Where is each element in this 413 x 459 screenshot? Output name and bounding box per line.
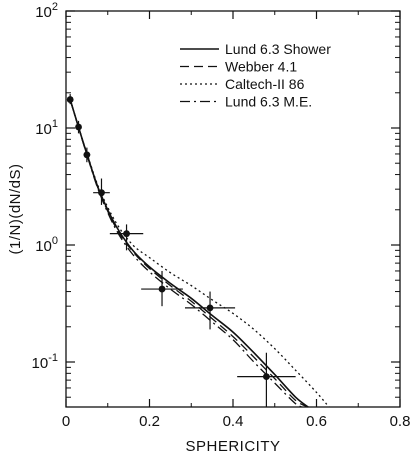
data-marker (158, 285, 166, 293)
series-line-4 (69, 99, 305, 408)
x-tick-label: 0.6 (306, 413, 327, 430)
data-point-5 (109, 224, 144, 251)
x-tick-label: 0.2 (139, 413, 160, 430)
y-tick-label: 10-1 (32, 352, 58, 372)
data-point-2 (75, 120, 82, 134)
x-axis-title: SPHERICITY (185, 438, 280, 455)
series-line-1 (69, 99, 309, 408)
legend-label-4: Lund 6.3 M.E. (225, 94, 312, 110)
series-line-3 (69, 99, 330, 408)
series-line-2 (69, 99, 309, 408)
data-marker (75, 123, 82, 131)
y-tick-label: 102 (35, 1, 58, 21)
data-marker (206, 304, 214, 312)
y-tick-label: 100 (35, 235, 58, 255)
y-tick-label: 101 (35, 118, 58, 138)
data-marker (123, 230, 130, 238)
data-point-7 (184, 291, 236, 330)
legend-label-2: Webber 4.1 (225, 59, 297, 75)
data-marker (98, 189, 105, 197)
data-point-1 (66, 94, 74, 105)
data-points (66, 94, 296, 407)
legend-label-3: Caltech-II 86 (225, 76, 305, 92)
x-tick-label: 0.8 (390, 413, 411, 430)
x-tick-label: 0 (62, 413, 70, 430)
data-marker (83, 151, 91, 159)
data-point-8 (237, 352, 296, 407)
axis-ticks: 0 0.2 0.4 0.6 0.8 10-1 100 101 102 (32, 1, 411, 430)
model-curves (69, 99, 330, 408)
x-tick-label: 0.4 (223, 413, 244, 430)
data-point-6 (141, 270, 183, 307)
data-point-4 (93, 178, 110, 205)
data-marker (263, 373, 270, 381)
y-axis-title: (1/N)(dN/dS) (7, 163, 24, 254)
data-point-3 (83, 147, 91, 163)
data-marker (66, 96, 74, 103)
legend-label-1: Lund 6.3 Shower (225, 41, 331, 57)
